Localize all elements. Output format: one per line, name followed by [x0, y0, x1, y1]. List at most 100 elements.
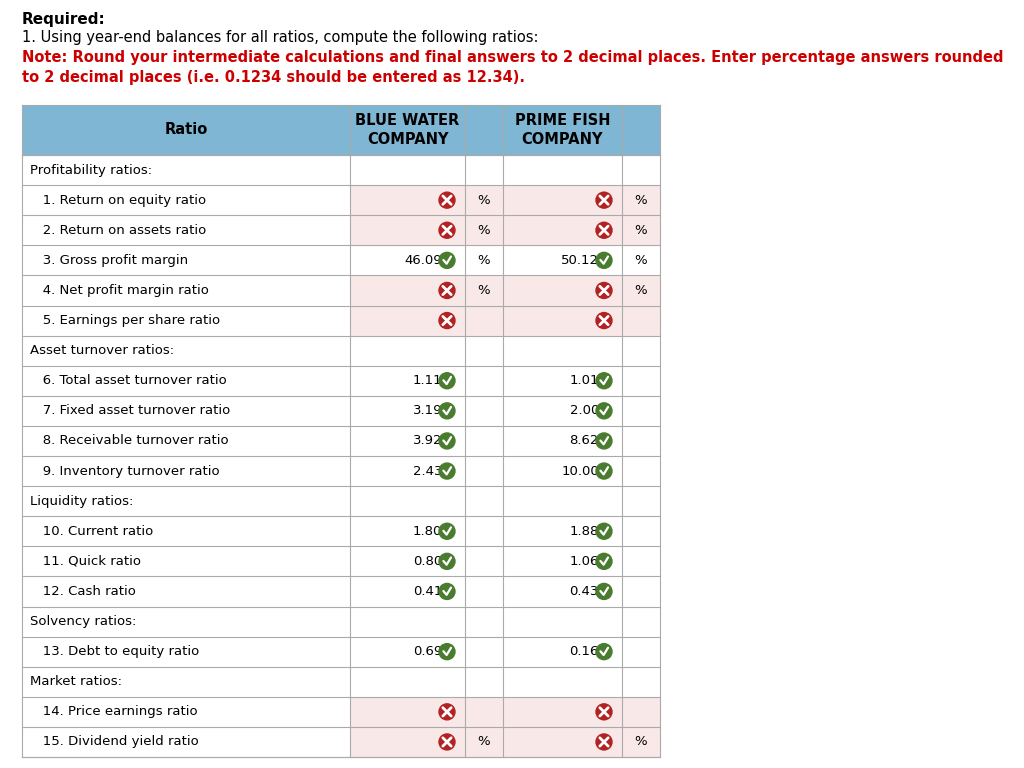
Bar: [465, 306, 503, 336]
Bar: [22, 306, 350, 336]
Bar: [22, 607, 350, 637]
Bar: [465, 456, 503, 486]
Bar: [465, 276, 503, 306]
Text: 1. Using year-end balances for all ratios, compute the following ratios:: 1. Using year-end balances for all ratio…: [22, 30, 539, 45]
Text: Required:: Required:: [22, 12, 105, 27]
Text: 6. Total asset turnover ratio: 6. Total asset turnover ratio: [30, 374, 226, 387]
Text: 50.12: 50.12: [561, 254, 599, 266]
Bar: [22, 697, 350, 727]
Bar: [622, 276, 660, 306]
Text: 5. Earnings per share ratio: 5. Earnings per share ratio: [30, 314, 220, 327]
Bar: [503, 185, 622, 215]
Bar: [350, 185, 465, 215]
Text: 2.00: 2.00: [569, 404, 599, 417]
Text: %: %: [635, 223, 647, 237]
Text: %: %: [477, 284, 490, 297]
Bar: [503, 577, 622, 607]
Bar: [22, 276, 350, 306]
Bar: [622, 546, 660, 577]
Circle shape: [596, 703, 612, 720]
Text: %: %: [635, 254, 647, 266]
Bar: [350, 336, 465, 366]
Bar: [350, 245, 465, 276]
Text: 1.06: 1.06: [569, 554, 599, 568]
Bar: [465, 667, 503, 697]
Bar: [465, 336, 503, 366]
Bar: [22, 667, 350, 697]
Bar: [465, 546, 503, 577]
Text: to 2 decimal places (i.e. 0.1234 should be entered as 12.34).: to 2 decimal places (i.e. 0.1234 should …: [22, 70, 525, 85]
Bar: [465, 155, 503, 185]
Circle shape: [439, 372, 455, 389]
Bar: [465, 607, 503, 637]
Bar: [350, 456, 465, 486]
Text: %: %: [635, 284, 647, 297]
Text: 1. Return on equity ratio: 1. Return on equity ratio: [30, 194, 206, 207]
Circle shape: [439, 644, 455, 660]
Bar: [22, 577, 350, 607]
Text: %: %: [635, 736, 647, 749]
Bar: [350, 155, 465, 185]
Bar: [22, 105, 660, 155]
Bar: [465, 516, 503, 546]
Bar: [350, 577, 465, 607]
Bar: [622, 185, 660, 215]
Text: PRIME FISH
COMPANY: PRIME FISH COMPANY: [515, 113, 610, 147]
Bar: [350, 276, 465, 306]
Bar: [350, 667, 465, 697]
Text: 2. Return on assets ratio: 2. Return on assets ratio: [30, 223, 206, 237]
Bar: [350, 396, 465, 426]
Bar: [22, 426, 350, 456]
Bar: [503, 276, 622, 306]
Text: 10.00: 10.00: [561, 465, 599, 478]
Text: 14. Price earnings ratio: 14. Price earnings ratio: [30, 705, 198, 718]
Text: 4. Net profit margin ratio: 4. Net profit margin ratio: [30, 284, 209, 297]
Bar: [503, 426, 622, 456]
Text: 7. Fixed asset turnover ratio: 7. Fixed asset turnover ratio: [30, 404, 230, 417]
Text: 2.43: 2.43: [413, 465, 442, 478]
Circle shape: [596, 584, 612, 600]
Circle shape: [439, 192, 455, 208]
Text: 8.62: 8.62: [569, 435, 599, 448]
Text: 0.80: 0.80: [413, 554, 442, 568]
Bar: [622, 516, 660, 546]
Circle shape: [596, 283, 612, 299]
Bar: [503, 336, 622, 366]
Bar: [503, 667, 622, 697]
Bar: [622, 486, 660, 516]
Text: %: %: [477, 194, 490, 207]
Text: 12. Cash ratio: 12. Cash ratio: [30, 585, 136, 598]
Bar: [503, 486, 622, 516]
Bar: [350, 637, 465, 667]
Bar: [622, 215, 660, 245]
Bar: [350, 546, 465, 577]
Bar: [622, 396, 660, 426]
Bar: [465, 245, 503, 276]
Bar: [503, 396, 622, 426]
Text: %: %: [477, 736, 490, 749]
Bar: [465, 727, 503, 757]
Text: 8. Receivable turnover ratio: 8. Receivable turnover ratio: [30, 435, 228, 448]
Text: Note: Round your intermediate calculations and final answers to 2 decimal places: Note: Round your intermediate calculatio…: [22, 50, 1004, 65]
Bar: [465, 185, 503, 215]
Bar: [503, 245, 622, 276]
Circle shape: [439, 734, 455, 750]
Bar: [503, 697, 622, 727]
Circle shape: [596, 253, 612, 268]
Bar: [465, 577, 503, 607]
Bar: [622, 727, 660, 757]
Circle shape: [439, 463, 455, 479]
Text: 3. Gross profit margin: 3. Gross profit margin: [30, 254, 188, 266]
Bar: [22, 456, 350, 486]
Text: 0.41: 0.41: [413, 585, 442, 598]
Bar: [465, 486, 503, 516]
Circle shape: [596, 313, 612, 329]
Bar: [503, 215, 622, 245]
Bar: [465, 697, 503, 727]
Circle shape: [596, 734, 612, 750]
Text: 15. Dividend yield ratio: 15. Dividend yield ratio: [30, 736, 199, 749]
Text: Profitability ratios:: Profitability ratios:: [30, 164, 153, 177]
Text: 10. Current ratio: 10. Current ratio: [30, 525, 154, 538]
Text: %: %: [477, 254, 490, 266]
Circle shape: [439, 433, 455, 449]
